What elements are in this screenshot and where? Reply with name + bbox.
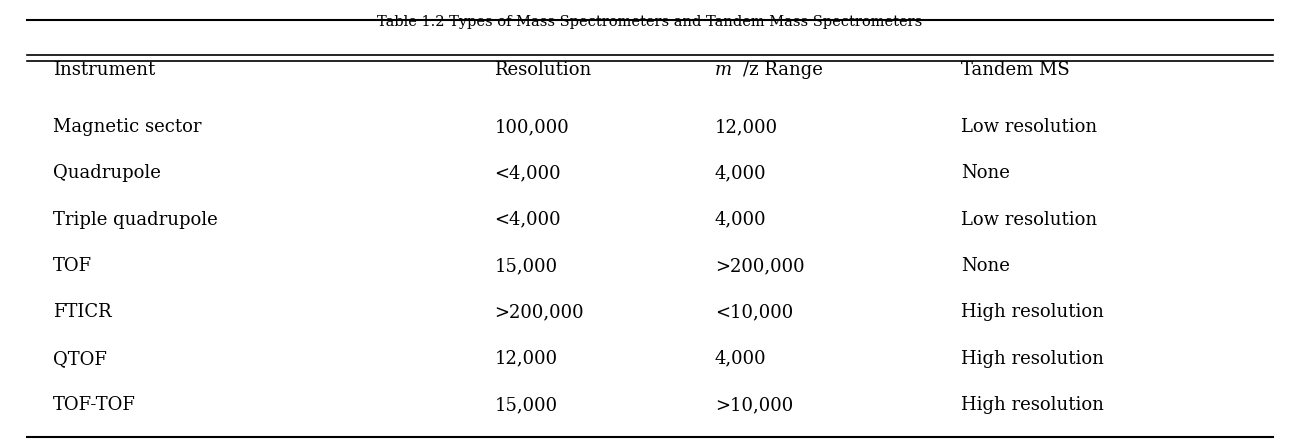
- Text: 100,000: 100,000: [494, 118, 569, 136]
- Text: Triple quadrupole: Triple quadrupole: [53, 211, 218, 229]
- Text: None: None: [961, 164, 1010, 182]
- Text: Table 1.2 Types of Mass Spectrometers and Tandem Mass Spectrometers: Table 1.2 Types of Mass Spectrometers an…: [377, 15, 923, 28]
- Text: >200,000: >200,000: [494, 303, 584, 321]
- Text: Low resolution: Low resolution: [961, 211, 1097, 229]
- Text: High resolution: High resolution: [961, 303, 1104, 321]
- Text: TOF-TOF: TOF-TOF: [53, 396, 136, 414]
- Text: Quadrupole: Quadrupole: [53, 164, 161, 182]
- Text: <10,000: <10,000: [715, 303, 793, 321]
- Text: 4,000: 4,000: [715, 164, 767, 182]
- Text: 4,000: 4,000: [715, 211, 767, 229]
- Text: 15,000: 15,000: [494, 257, 558, 275]
- Text: 4,000: 4,000: [715, 350, 767, 368]
- Text: Tandem MS: Tandem MS: [961, 61, 1070, 79]
- Text: <4,000: <4,000: [494, 211, 562, 229]
- Text: 12,000: 12,000: [715, 118, 777, 136]
- Text: >200,000: >200,000: [715, 257, 805, 275]
- Text: <4,000: <4,000: [494, 164, 562, 182]
- Text: TOF: TOF: [53, 257, 92, 275]
- Text: Magnetic sector: Magnetic sector: [53, 118, 202, 136]
- Text: High resolution: High resolution: [961, 396, 1104, 414]
- Text: /z Range: /z Range: [744, 61, 823, 79]
- Text: Instrument: Instrument: [53, 61, 156, 79]
- Text: 15,000: 15,000: [494, 396, 558, 414]
- Text: 12,000: 12,000: [494, 350, 558, 368]
- Text: Low resolution: Low resolution: [961, 118, 1097, 136]
- Text: Resolution: Resolution: [494, 61, 592, 79]
- Text: High resolution: High resolution: [961, 350, 1104, 368]
- Text: None: None: [961, 257, 1010, 275]
- Text: >10,000: >10,000: [715, 396, 793, 414]
- Text: FTICR: FTICR: [53, 303, 112, 321]
- Text: m: m: [715, 61, 732, 79]
- Text: QTOF: QTOF: [53, 350, 107, 368]
